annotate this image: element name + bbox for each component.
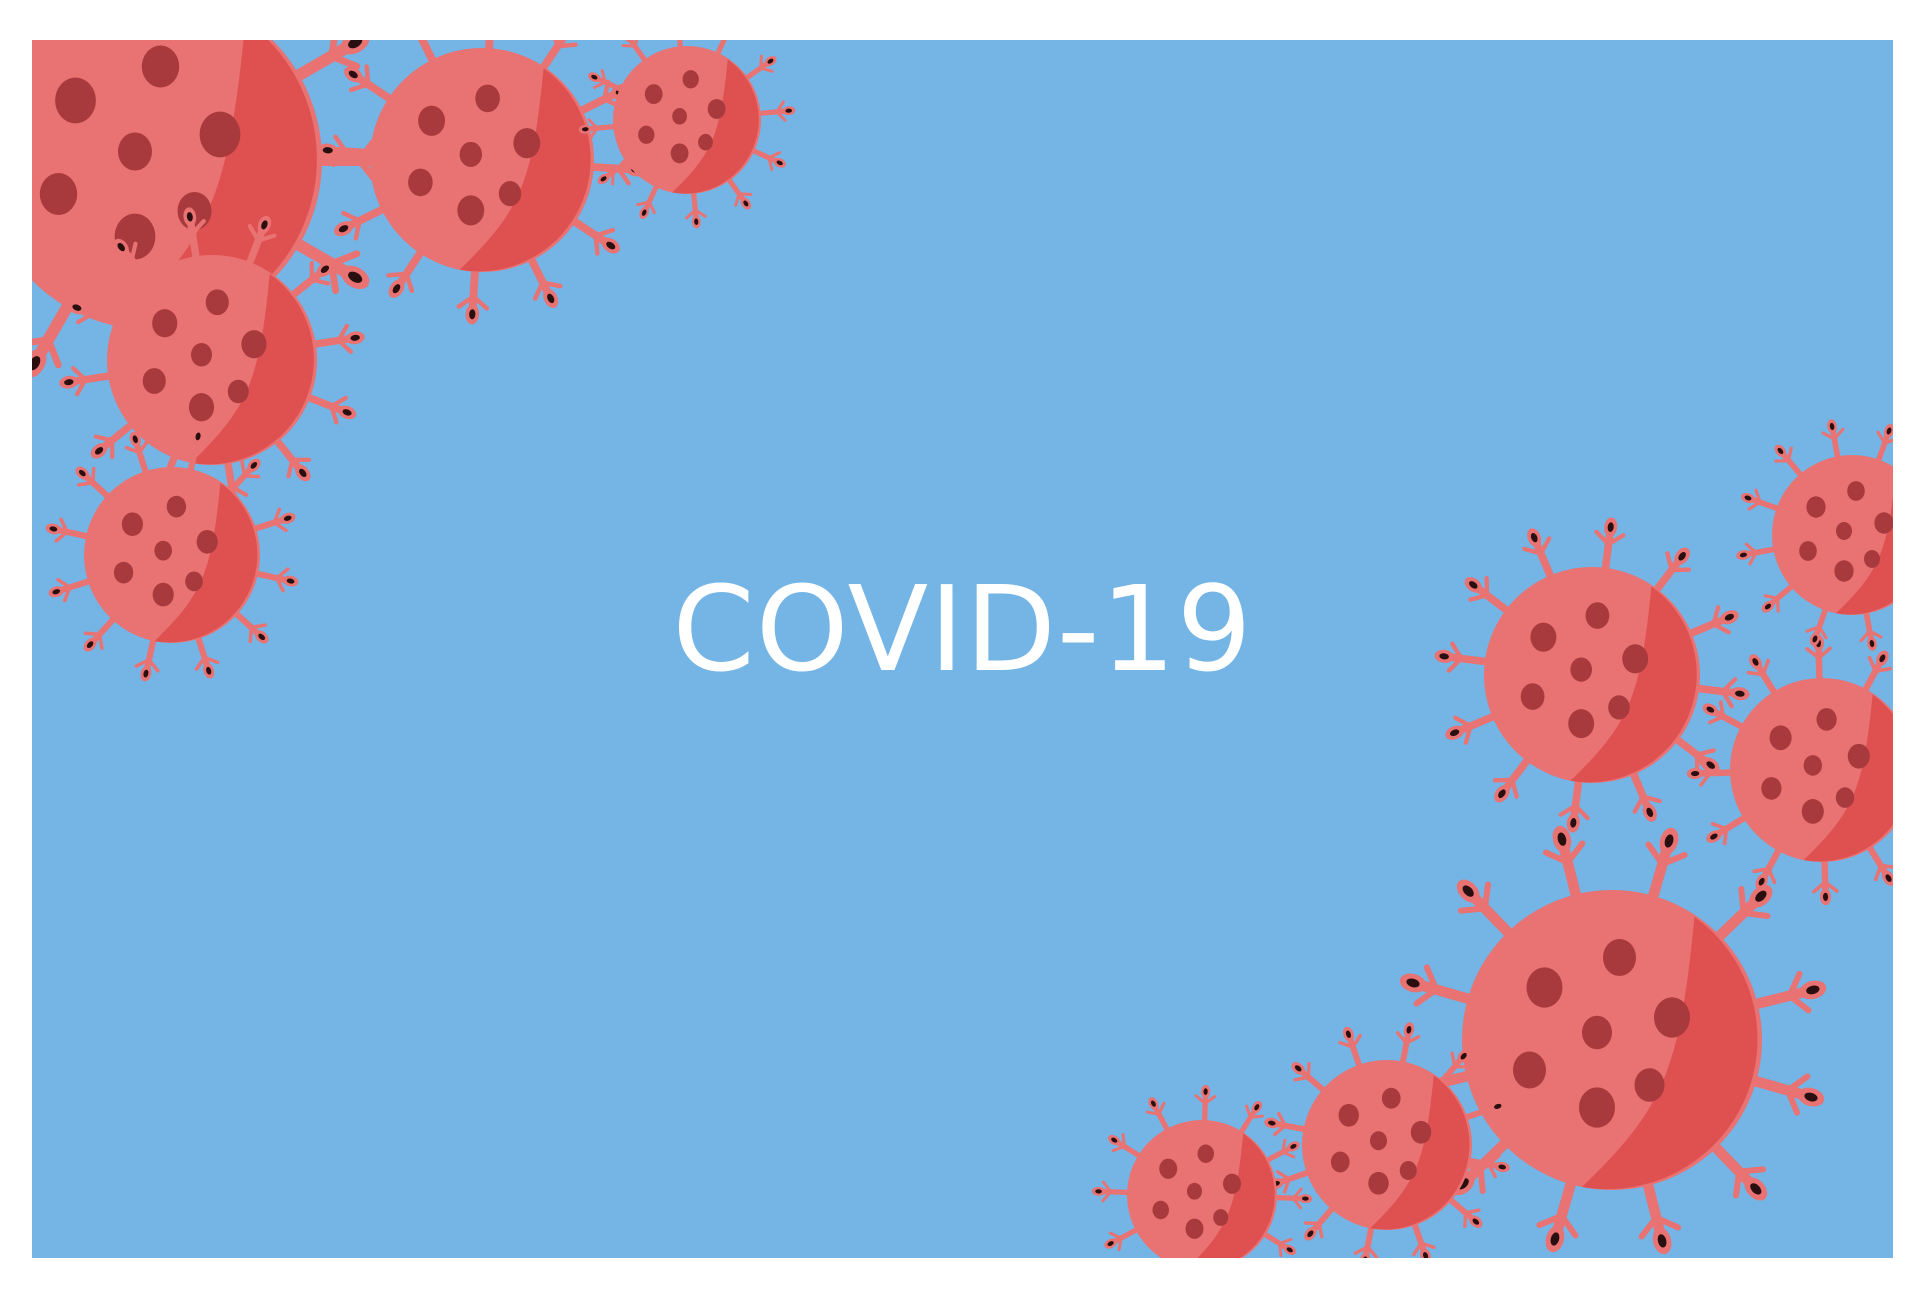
- covid-19-title: COVID-19: [672, 560, 1253, 698]
- coronavirus-icon: [1397, 825, 1827, 1255]
- coronavirus-icon: [1736, 419, 1893, 651]
- blue-panel: COVID-19: [32, 40, 1893, 1258]
- coronavirus-icon: [1091, 1084, 1313, 1258]
- coronavirus-icon: [578, 40, 796, 229]
- virus-illustration: [32, 40, 1893, 1258]
- coronavirus-icon: [59, 207, 365, 513]
- coronavirus-icon: [1264, 1022, 1510, 1258]
- coronavirus-icon: [1434, 517, 1750, 833]
- coronavirus-icon: [45, 428, 299, 682]
- coronavirus-icon: [1686, 634, 1893, 906]
